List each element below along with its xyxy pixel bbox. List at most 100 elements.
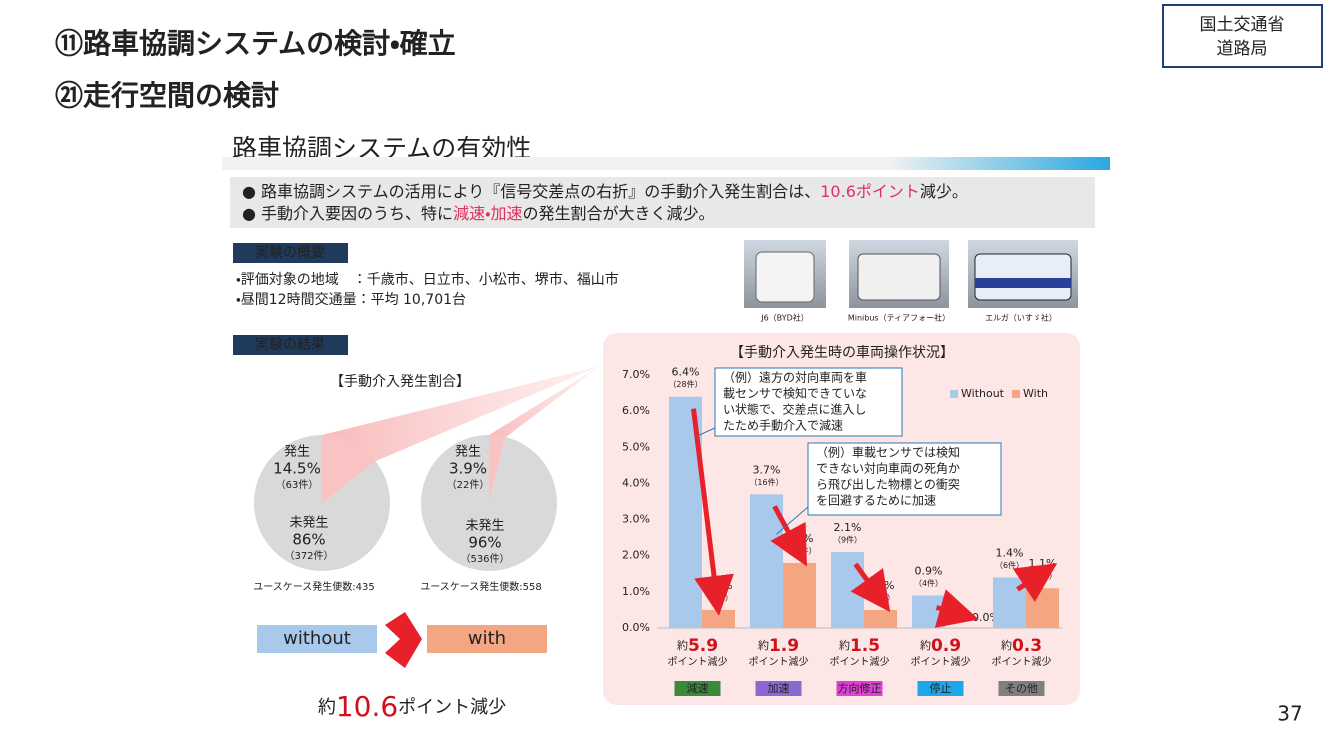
legend-label: Without [961,387,1005,400]
callout-text: （例）車載センサでは検知 [816,446,960,460]
count-label: （63件） [276,479,319,491]
reduction: 約0.3 [1001,636,1042,656]
bus [974,253,1072,301]
x-tick-label: 減速 [687,681,709,695]
slice-label: 未発生 [289,516,328,531]
count-label: （3件） [866,592,895,602]
reduction-suffix: ポイント減少 [830,655,890,668]
reduction: 約1.5 [839,636,880,656]
category-tag [755,681,802,696]
reduction-prefix: 約 [758,638,769,652]
callout-pointer [776,506,809,535]
slice-label: 発生 [284,445,310,460]
callout-text: ら飛び出した物標との衝突 [816,478,960,492]
count-label: （372件） [284,550,333,562]
y-tick-label: 6.0% [622,404,650,417]
value-label: 0.0% [972,611,1000,624]
bar [912,595,945,628]
reduction-value: 0.9 [931,636,961,656]
category-tag [674,681,721,696]
count-label: （536件） [460,553,509,565]
bar [783,562,816,628]
reduction-value: 1.5 [850,636,880,656]
y-tick-label: 0.0% [622,621,650,634]
org-box [1162,4,1323,68]
reduction: 約1.9 [758,636,799,656]
category-tag [917,681,964,696]
count-label: （10件） [782,545,816,555]
y-tick-label: 2.0% [622,549,650,562]
reduction-suffix: ポイント減少 [749,655,809,668]
summary: ● 路車協調システムの活用により『信号交差点の右折』の手動介入発生割合は、10.… [242,182,968,201]
value-label: 3.9% [449,460,487,478]
highlight-fan [322,366,600,461]
value-label: 6.4% [672,366,700,379]
bar [831,552,864,628]
label: 実験の結果 [255,337,325,353]
callout-box [714,367,903,437]
slice-label: 未発生 [465,519,504,534]
y-tick-label: 4.0% [622,476,650,489]
arrow [934,589,979,628]
reduction-prefix: 約 [920,638,931,652]
reduction-value: 5.9 [688,636,718,656]
callout-text: たため手動介入で減速 [723,418,843,433]
compare-box [257,625,377,653]
reduction-value: 1.9 [769,636,799,656]
compare-label: without [283,628,351,649]
count-label: （6件） [995,560,1024,570]
pie-slice [254,435,391,571]
value-label: 1.4% [996,546,1024,559]
reduction: 約0.9 [920,636,961,656]
reduction-suffix: ポイント減少 [911,655,971,668]
value-label: 1.1% [1029,557,1057,570]
photo-caption: Minibus（ティアフォー社） [848,313,950,323]
legend-swatch [950,390,958,398]
photos: J6（BYD社） Minibus（ティアフォー社） エルガ（いすゞ社） [744,240,1078,323]
overview-line: ・評価対象の地域 ：千歳市、日立市、小松市、堺市、福山市 [236,272,619,288]
callout-text: を回避するために加速 [816,494,936,508]
callout-text: できない対向車両の死角か [816,461,960,476]
value-label: 2.1% [834,521,862,534]
legend-label: With [1023,387,1048,400]
org: 道路局 [1217,39,1268,59]
bar [864,609,897,628]
slice-label: 発生 [455,445,481,460]
value-label: 86% [292,531,325,549]
arrow [850,562,891,613]
x-tick-label: 方向修正 [838,681,882,695]
label-box [233,335,348,355]
title: ㉑走行空間の検討 [55,79,279,112]
y-tick-label: 5.0% [622,440,650,453]
value-label: 3.7% [753,463,781,476]
reduction-suffix: ポイント減少 [992,655,1052,668]
compare-box [427,625,547,653]
reduction-suffix: ポイント減少 [668,655,728,668]
y-tick-label: 7.0% [622,368,650,381]
bar [702,609,735,628]
chart-title: 【手動介入発生時の車両操作状況】 [730,344,954,361]
label-box [233,243,348,263]
value-label: 96% [468,534,501,552]
callout-pointer [695,427,716,438]
legend-swatch [1012,390,1020,398]
overview-line: ・昼間12時間交通量：平均 10,701台 [236,292,466,308]
title: ⑪路車協調システムの検討・確立 [55,27,456,60]
reduction-prefix: 約 [677,638,688,652]
x-tick-label: その他 [1005,682,1038,695]
caption: ユースケース発生便数:435 [253,580,374,593]
callout-text: い状態で、交差点に進入し [723,403,867,417]
arrow [1012,563,1058,602]
y-tick-label: 1.0% [622,585,650,598]
arrow [385,612,422,668]
label: 実験の概要 [255,245,325,261]
photo-caption: J6（BYD社） [760,313,809,323]
x-tick-label: 加速 [768,682,790,695]
y-tick-label: 3.0% [622,513,650,526]
bus [755,251,815,303]
count-label: （16件） [749,477,783,487]
callout-text: （例）遠方の対向車両を車 [723,370,867,385]
